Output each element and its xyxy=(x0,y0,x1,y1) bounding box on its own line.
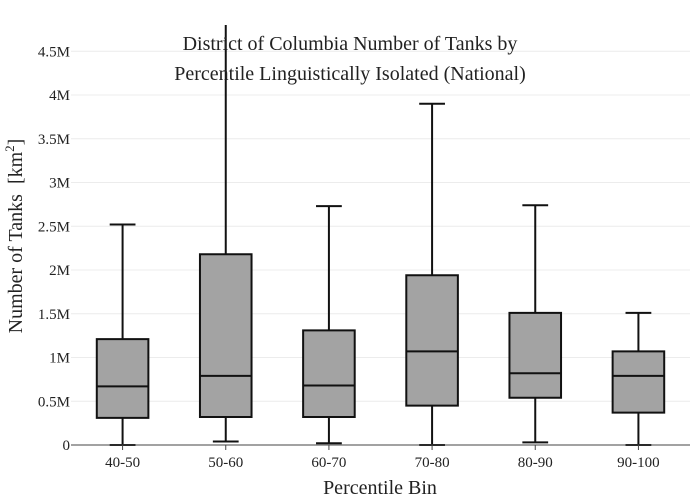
y-tick-label: 2M xyxy=(49,263,70,279)
x-tick-label: 50-60 xyxy=(208,455,243,471)
y-tick-label: 3M xyxy=(49,176,70,192)
interquartile-box xyxy=(611,350,666,414)
box-90-100 xyxy=(611,311,666,446)
y-tick-label: 1M xyxy=(49,351,70,367)
interquartile-box xyxy=(405,274,459,407)
y-tick-label: 0 xyxy=(63,438,71,454)
x-tick-label: 90-100 xyxy=(617,455,660,471)
x-axis-ticks: 40-50 50-60 60-70 70-80 80-90 90-100 xyxy=(105,445,660,471)
interquartile-box xyxy=(95,338,150,419)
x-axis-title: Percentile Bin xyxy=(323,477,437,499)
y-tick-label: 0.5M xyxy=(38,394,70,410)
gridlines xyxy=(71,50,690,402)
y-tick-label: 4.5M xyxy=(38,44,70,60)
y-axis-unit-superscript: 2 xyxy=(2,145,17,152)
x-tick-label: 70-80 xyxy=(415,455,450,471)
interquartile-box xyxy=(508,311,563,399)
x-tick-label: 80-90 xyxy=(518,455,553,471)
box-80-90 xyxy=(508,204,563,444)
interquartile-box xyxy=(302,329,356,418)
box-series xyxy=(95,25,666,446)
box-40-50 xyxy=(95,223,150,446)
box-50-60 xyxy=(198,25,253,443)
y-axis-unit-close: ] xyxy=(5,139,27,146)
y-axis-ticks: 0 0.5M 1M 1.5M 2M 2.5M 3M 3.5M 4M 4.5M xyxy=(38,44,70,454)
y-tick-label: 4M xyxy=(49,88,70,104)
y-axis-title: Number of Tanks [km2] xyxy=(2,139,27,334)
x-tick-label: 60-70 xyxy=(311,455,346,471)
y-axis-title-text: Number of Tanks xyxy=(5,194,27,334)
chart-title-line-1: District of Columbia Number of Tanks by xyxy=(183,33,518,55)
y-tick-label: 2.5M xyxy=(38,219,70,235)
box-70-80 xyxy=(405,102,459,446)
chart-title-line-2: Percentile Linguistically Isolated (Nati… xyxy=(174,63,526,85)
box-60-70 xyxy=(302,205,356,445)
interquartile-box xyxy=(198,253,253,418)
y-axis-unit-open: [km xyxy=(5,151,27,184)
x-tick-label: 40-50 xyxy=(105,455,140,471)
y-tick-label: 3.5M xyxy=(38,132,70,148)
y-tick-label: 1.5M xyxy=(38,307,70,323)
